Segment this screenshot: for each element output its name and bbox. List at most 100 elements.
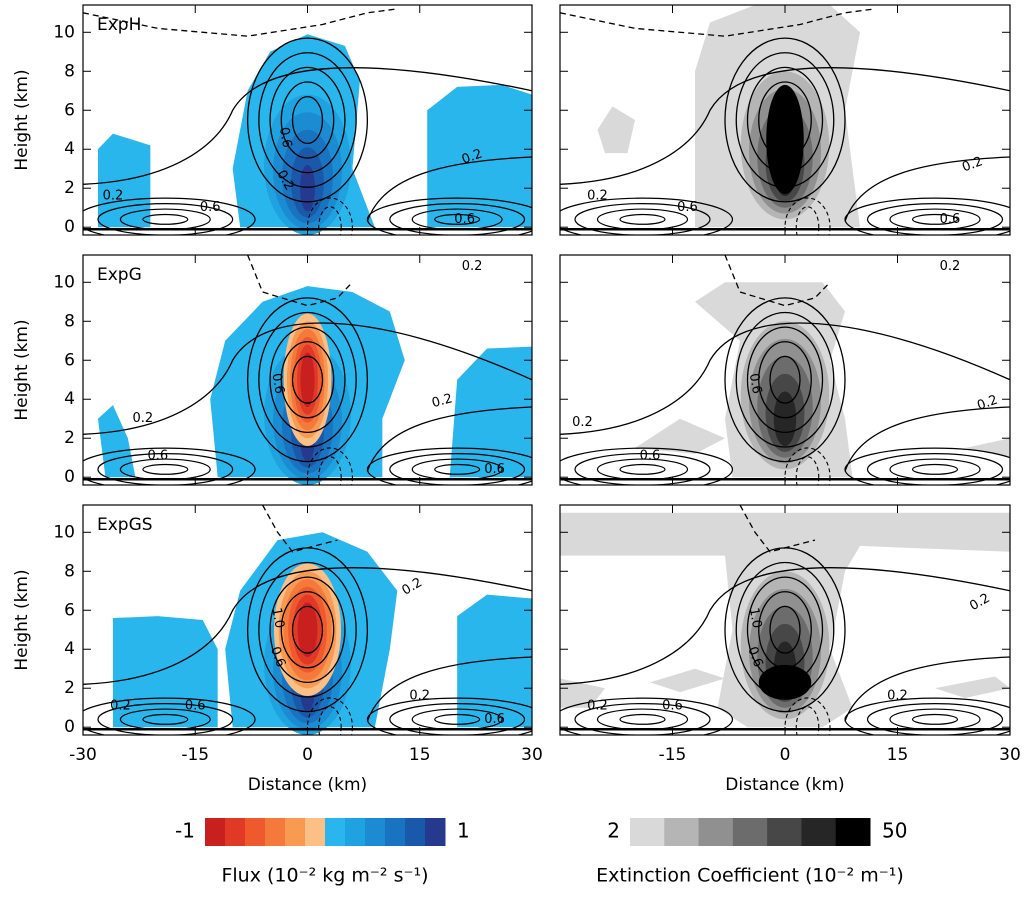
panel-title: ExpG (97, 265, 142, 285)
contour-label: 0.6 (200, 200, 221, 215)
y-tick-label: 8 (64, 311, 75, 331)
contour-line (574, 203, 711, 235)
extinction-region (650, 668, 725, 693)
colorbar-swatch (732, 818, 768, 846)
contour-line (911, 213, 959, 225)
contour-line (389, 453, 526, 485)
contour-line (142, 213, 189, 225)
contour-label: 0.6 (677, 200, 698, 215)
contour-line (844, 447, 1010, 485)
y-tick-label: 10 (53, 272, 75, 292)
colorbar-high: 50 (882, 819, 907, 843)
dashed-contour (739, 505, 816, 553)
contour-label: 0.6 (147, 448, 168, 463)
colorbar-swatch (225, 818, 246, 846)
dashed-contour (83, 8, 398, 37)
contour-line (258, 311, 357, 448)
colorbar-swatch (385, 818, 406, 846)
y-axis-label: Height (km) (12, 319, 32, 420)
flux-region (427, 84, 532, 228)
contour-line (889, 208, 981, 231)
contour-line (366, 406, 532, 472)
contour-line (269, 66, 346, 174)
x-tick-label: 0 (780, 745, 791, 765)
y-axis-label: Height (km) (12, 569, 32, 670)
contour-label: 0.6 (662, 698, 683, 713)
dashed-contour (306, 447, 353, 485)
x-tick-label: 15 (887, 745, 909, 765)
contour-line (83, 197, 256, 235)
contour-line (291, 95, 324, 145)
contour-line (389, 203, 526, 235)
contour-line (758, 341, 812, 419)
flux-region (97, 405, 136, 478)
contour-line (769, 605, 801, 654)
contour-label: 1.0 (746, 607, 764, 630)
dashed-contour (306, 697, 353, 735)
contour-line (366, 447, 532, 485)
contour-line (758, 591, 812, 669)
contour-line (844, 697, 1010, 735)
contour-line (911, 463, 959, 475)
dashed-contour (724, 255, 831, 307)
contour-line (280, 591, 335, 669)
contour-label: 0.2 (940, 259, 961, 274)
flux-core (300, 352, 315, 408)
x-axis-label: Distance (km) (248, 775, 367, 795)
contour-line (746, 326, 824, 434)
contour-line (619, 463, 666, 475)
colorbar-swatch (425, 818, 446, 846)
dashed-contour (784, 197, 831, 235)
extinction-region (635, 418, 725, 454)
extinction-region (766, 84, 804, 195)
contour-line (434, 713, 481, 725)
contour-label: 0.6 (185, 698, 206, 713)
extinction-region (935, 676, 1010, 698)
contour-line (97, 703, 234, 735)
contour-line (83, 447, 256, 485)
contour-line (246, 37, 369, 203)
contour-label: 1.0 (268, 607, 286, 630)
contour-label: 0.2 (460, 146, 485, 167)
y-axis-label: Height (km) (12, 69, 32, 170)
y-tick-label: 8 (64, 561, 75, 581)
contour-label: 0.2 (133, 411, 154, 426)
contour-line (258, 52, 357, 188)
dashed-contour (784, 697, 831, 735)
y-tick-label: 4 (64, 639, 75, 659)
dashed-contour (306, 197, 353, 235)
x-tick-label: 0 (302, 745, 313, 765)
dashed-contour (784, 447, 831, 485)
colorbar-swatch (801, 818, 837, 846)
contour-line (844, 156, 1010, 222)
contour-label: 0.6 (276, 126, 294, 149)
contour-line (280, 81, 335, 159)
contour-line (560, 567, 1010, 685)
contour-line (280, 341, 335, 419)
flux-core (297, 602, 318, 658)
contour-line (560, 447, 734, 485)
panel: 1.0 0.6 0.2 0.2 0.6 0.2 (560, 505, 1010, 735)
extinction-region (560, 678, 605, 708)
contour-line (724, 37, 846, 203)
y-tick-label: 2 (64, 428, 75, 448)
dashed-contour (560, 8, 876, 37)
contour-line (83, 322, 532, 435)
contour-line (97, 453, 234, 485)
contour-label: 0.2 (430, 391, 454, 411)
x-tick-label: -15 (659, 745, 687, 765)
contour-line (560, 322, 1010, 435)
contour-line (735, 561, 835, 698)
dashed-contour (795, 206, 820, 235)
panel: 0.60.20.20.60.20.6 (83, 8, 532, 235)
contour-label: 0.2 (587, 698, 608, 713)
contour-label: 0.6 (746, 372, 764, 395)
contour-line (269, 576, 346, 684)
contour-label: 0.6 (484, 712, 505, 727)
panel-title: ExpH (97, 15, 141, 35)
y-tick-label: 8 (64, 61, 75, 81)
contour-line (574, 703, 711, 735)
y-tick-label: 6 (64, 350, 75, 370)
colorbar-low: -1 (175, 819, 195, 843)
